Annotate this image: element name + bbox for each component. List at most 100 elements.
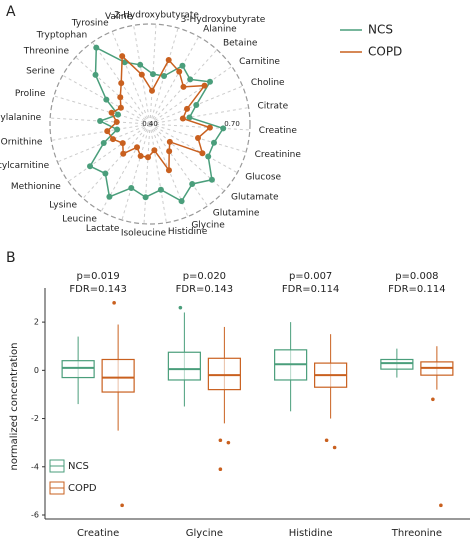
x-tick-label: Histidine — [289, 528, 333, 539]
annotation: p=0.007 — [289, 271, 332, 282]
point — [199, 150, 206, 157]
axis-label: Proline — [15, 89, 46, 99]
x-tick-label: Creatine — [77, 528, 119, 539]
y-tick-label: -6 — [31, 511, 39, 520]
annotation: p=0.008 — [395, 271, 438, 282]
axis-label: 2-Hydroxybutyrate — [114, 11, 199, 21]
spoke — [149, 123, 225, 192]
axis-label: Tryptophan — [36, 30, 88, 40]
spoke — [149, 36, 200, 125]
spoke — [121, 123, 151, 221]
axis-label: Valine — [105, 12, 133, 22]
y-tick-label: 0 — [34, 366, 39, 375]
axis-label: Acetylcarnitine — [0, 161, 50, 171]
spoke — [143, 123, 151, 224]
point — [166, 138, 173, 145]
axis-label: Citrate — [258, 102, 289, 112]
axis-label: Alanine — [203, 24, 237, 34]
spoke — [75, 56, 151, 125]
point — [109, 136, 116, 143]
panel-label: B — [6, 250, 16, 266]
point — [189, 180, 196, 187]
point — [205, 153, 212, 160]
point — [149, 71, 156, 78]
point — [165, 167, 172, 174]
point — [179, 62, 186, 69]
outlier — [218, 438, 223, 443]
point — [165, 57, 172, 64]
tick-label: 0.40 — [142, 120, 158, 128]
axis-label: Glutamate — [231, 192, 279, 202]
point — [201, 82, 208, 89]
spoke — [51, 123, 151, 141]
axis-label: Serine — [26, 66, 55, 76]
point — [113, 119, 120, 126]
point — [100, 139, 107, 146]
axis-label: Glycine — [191, 220, 225, 230]
annotation: FDR=0.114 — [282, 284, 339, 295]
point — [137, 61, 144, 68]
axis-label: Carnitine — [239, 57, 280, 67]
axis-label: Glucose — [245, 173, 281, 183]
spoke — [149, 107, 249, 125]
point — [137, 152, 144, 159]
point — [187, 76, 194, 83]
point — [148, 87, 155, 94]
box — [101, 358, 135, 393]
point — [102, 170, 109, 177]
box — [380, 358, 414, 370]
axis-label: Tyrosine — [71, 19, 109, 29]
annotation: FDR=0.143 — [69, 284, 126, 295]
point — [119, 140, 126, 147]
axis-label: Isoleucine — [121, 228, 167, 238]
outlier — [226, 440, 231, 445]
point — [180, 83, 187, 90]
tick-label: 0.70 — [224, 120, 240, 128]
spoke — [149, 66, 233, 125]
outlier — [178, 305, 183, 310]
point — [161, 73, 168, 80]
spoke — [67, 123, 151, 182]
point — [117, 104, 124, 111]
point — [151, 147, 158, 154]
point — [176, 68, 183, 75]
y-tick-label: 2 — [34, 318, 39, 327]
x-tick-label: Threonine — [391, 528, 442, 539]
point — [186, 114, 193, 121]
panel-label: A — [6, 4, 16, 20]
spoke — [111, 31, 151, 125]
outlier — [324, 438, 329, 443]
point — [184, 105, 191, 112]
point — [166, 148, 173, 155]
axis-label: Creatine — [259, 126, 298, 136]
legend-label: COPD — [368, 45, 402, 59]
point — [93, 44, 100, 51]
spoke — [100, 123, 151, 212]
y-tick-label: -4 — [31, 462, 39, 471]
box — [167, 351, 201, 381]
axis-label: Ornithine — [1, 137, 43, 147]
axis-label: Leucine — [62, 215, 97, 225]
axis-label: Choline — [251, 78, 285, 88]
point — [194, 135, 201, 142]
spoke — [149, 123, 167, 223]
annotation: FDR=0.114 — [388, 284, 445, 295]
box — [61, 360, 95, 379]
outlier — [112, 301, 116, 305]
y-axis-label: normalized concentration — [9, 342, 20, 470]
point — [97, 118, 104, 125]
legend-label: NCS — [368, 23, 393, 37]
point — [134, 144, 141, 151]
point — [115, 111, 122, 118]
point — [138, 71, 145, 78]
point — [128, 184, 135, 191]
point — [117, 94, 124, 101]
spoke — [149, 123, 208, 207]
point — [92, 71, 99, 78]
outlier — [120, 503, 124, 508]
legend-label: NCS — [68, 461, 89, 472]
point — [220, 125, 227, 132]
axis-label: Histidine — [168, 227, 208, 237]
outlier — [332, 445, 337, 450]
